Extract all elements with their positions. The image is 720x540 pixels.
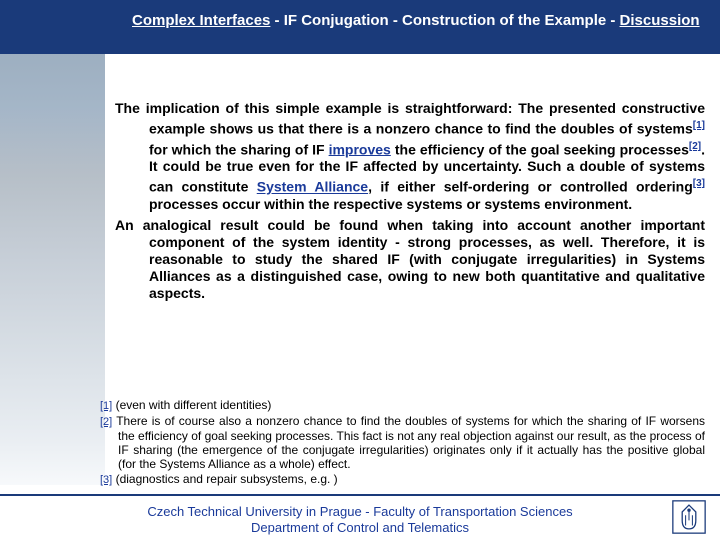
footer-divider <box>0 494 720 496</box>
p1-text-e: , if either self-ordering or controlled … <box>368 179 693 195</box>
footnote-marker-1[interactable]: [1] <box>100 400 112 412</box>
footnote-3: [3] (diagnostics and repair subsystems, … <box>100 472 705 487</box>
footnote-2-text: There is of course also a nonzero chance… <box>112 414 705 471</box>
link-system-alliance[interactable]: System Alliance <box>257 179 368 195</box>
footnote-1: [1] (even with different identities) <box>100 398 705 413</box>
footnote-marker-3[interactable]: [3] <box>100 474 112 486</box>
footer-line-1: Czech Technical University in Prague - F… <box>0 504 720 520</box>
p1-text-f: processes occur within the respective sy… <box>149 196 632 212</box>
footnote-ref-1[interactable]: [1] <box>693 120 705 131</box>
slide: Complex Interfaces - IF Conjugation - Co… <box>0 0 720 540</box>
footnote-1-text: (even with different identities) <box>112 398 271 412</box>
slide-title: Complex Interfaces - IF Conjugation - Co… <box>132 12 704 30</box>
body-text-block: The implication of this simple example i… <box>115 100 705 306</box>
title-link-complex-interfaces[interactable]: Complex Interfaces <box>132 12 270 29</box>
footnote-ref-3[interactable]: [3] <box>693 178 705 189</box>
paragraph-2: An analogical result could be found when… <box>115 217 705 302</box>
footnote-ref-2[interactable]: [2] <box>689 141 701 152</box>
university-logo-icon <box>672 500 706 534</box>
paragraph-1: The implication of this simple example i… <box>115 100 705 213</box>
decorative-side-image <box>0 40 105 485</box>
link-improves[interactable]: improves <box>329 141 391 157</box>
footnote-marker-2[interactable]: [2] <box>100 416 112 428</box>
p1-text-c: the efficiency of the goal seeking proce… <box>391 141 689 157</box>
p1-text-a: The implication of this simple example i… <box>115 100 705 137</box>
footnotes: [1] (even with different identities) [2]… <box>100 398 705 488</box>
footer-line-2: Department of Control and Telematics <box>0 520 720 536</box>
footer: Czech Technical University in Prague - F… <box>0 504 720 536</box>
title-text-middle: - IF Conjugation - Construction of the E… <box>270 12 619 29</box>
footnote-2: [2] There is of course also a nonzero ch… <box>100 414 705 471</box>
footnote-3-text: (diagnostics and repair subsystems, e.g.… <box>112 472 337 486</box>
p1-text-b: for which the sharing of IF <box>149 141 329 157</box>
title-link-discussion[interactable]: Discussion <box>620 12 700 29</box>
